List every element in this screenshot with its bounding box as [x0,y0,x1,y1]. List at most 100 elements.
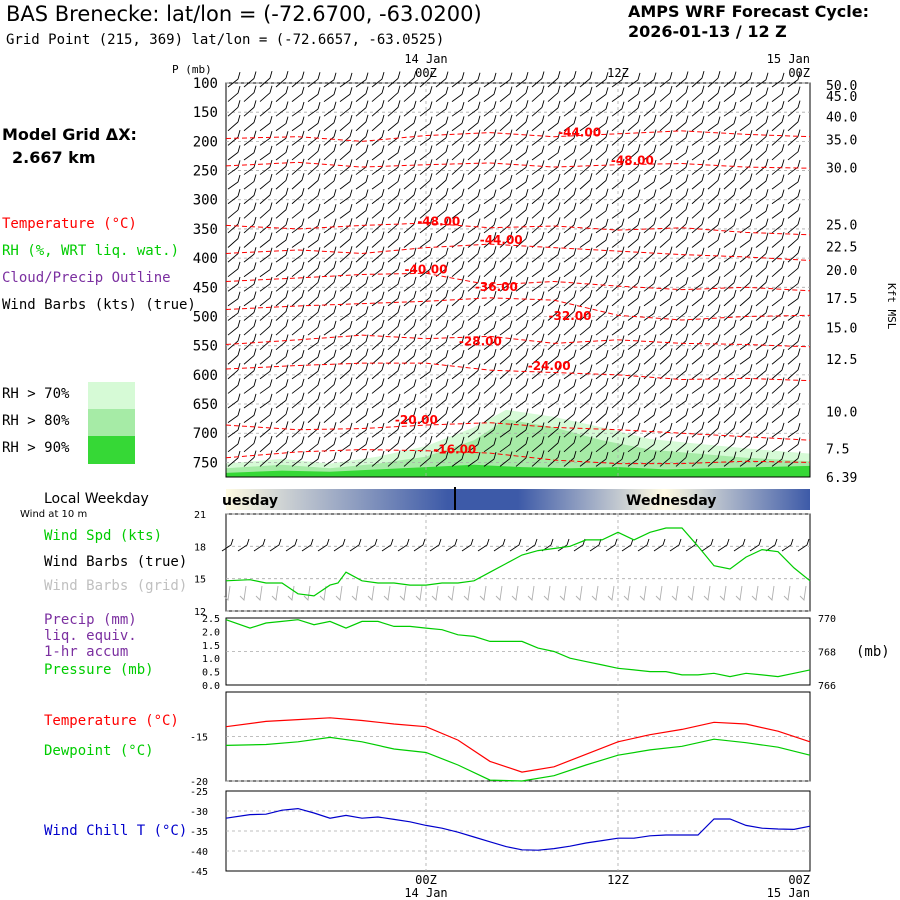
wind-barb [275,101,289,117]
wind-barb [771,87,785,102]
wind-barb [739,305,753,321]
wind-barb [403,450,417,467]
wind-barb [419,86,433,102]
wind-barb [787,144,801,161]
wind-barb [787,334,801,351]
wind-barb [307,87,321,102]
wind-barb [547,100,561,117]
wind-barb [531,231,545,248]
wind-barb [275,304,289,321]
wind-barb [339,129,353,146]
wind-barb [243,450,257,467]
wind-barb [675,319,689,336]
wind-barb [451,72,465,88]
wind-barb [579,319,593,336]
wind-barb [627,101,641,117]
wind-barb [515,85,529,102]
temperature-line [225,717,811,773]
wind-barb [515,276,529,292]
wind-barb [355,144,369,161]
wind-barb [563,334,577,351]
wind-barb [291,247,305,263]
wind-barb [675,378,689,394]
wind-barb [387,319,401,336]
legend-cloud: Cloud/Precip Outline [2,270,171,286]
wind-barb [595,261,609,278]
wind-barb [531,291,545,307]
wind-barb [563,450,577,467]
wind-barb [755,72,769,88]
wind-barb [435,144,449,161]
wind-barb [787,174,801,190]
wind-barb [787,306,801,321]
wind-barb [419,247,433,263]
wind-barb [307,247,321,263]
wind-barb [707,407,721,423]
wind-barb [243,145,257,161]
wind-barb [627,306,641,321]
wind-barb [387,348,401,365]
temperature-contour-0 [225,130,811,142]
surface-wind-barb-true [717,538,730,552]
wind-barb [499,174,513,190]
wind-barb [419,379,433,394]
wind-barb [227,393,241,409]
wind-barb [339,260,353,278]
wind-barb [419,145,433,161]
wind-barb [451,289,465,307]
wind-barb [563,131,577,146]
pressure-tick-650: 650 [193,397,218,413]
wind-barb [659,408,673,423]
surface-wind-barb-grid [671,585,679,601]
wind-barb [611,87,625,102]
wind-barb [707,379,721,394]
wind-barb [275,131,289,146]
wind-barb [723,101,737,117]
wind-barb [259,407,273,423]
wind-barb [659,114,673,132]
wind-barb [291,261,305,278]
wind-barb [467,246,481,263]
surface-wind-barb-true [781,538,794,552]
wind-barb [387,436,401,453]
wind-barb [787,348,801,365]
wind-barb [739,101,753,117]
wind-barb [659,145,673,161]
windchill-tick--45: -45 [190,867,208,878]
wind-barb [579,71,593,88]
wind-barb [243,100,257,117]
wind-barb [563,159,577,175]
wind-barb [547,187,561,205]
wind-barb [355,348,369,365]
wind-barb [355,129,369,146]
wind-barb [259,450,273,467]
wind-barb [291,436,305,453]
wind-barb [259,159,273,175]
wind-barb [707,276,721,292]
wind-barb [451,144,465,161]
wind-barb [515,130,529,146]
wind-barb [659,85,673,102]
wind-barb [755,290,769,307]
wind-barb [467,392,481,409]
wind-barb [259,71,273,88]
wind-barb [323,363,337,380]
wind-barb [643,377,657,394]
wind-barb [403,348,417,365]
temperature-contour-label-9: -20.00 [395,413,438,427]
wind-barb [627,348,641,365]
height-tick-5: 25.0 [826,218,857,233]
wind-barb [707,173,721,190]
height-tick-1: 45.0 [826,90,857,105]
wind-barb [419,187,433,205]
wind-barb [419,173,433,190]
wind-barb [611,305,625,321]
pressure-tick-250: 250 [193,164,218,180]
surface-wind-barb-grid [239,585,247,601]
wind-barb [787,320,801,336]
wind-barb [339,451,353,467]
wind-barb [307,436,321,453]
wind-barb [787,129,801,146]
wind-barb [291,86,305,102]
surface-wind-barb-true [653,538,666,552]
